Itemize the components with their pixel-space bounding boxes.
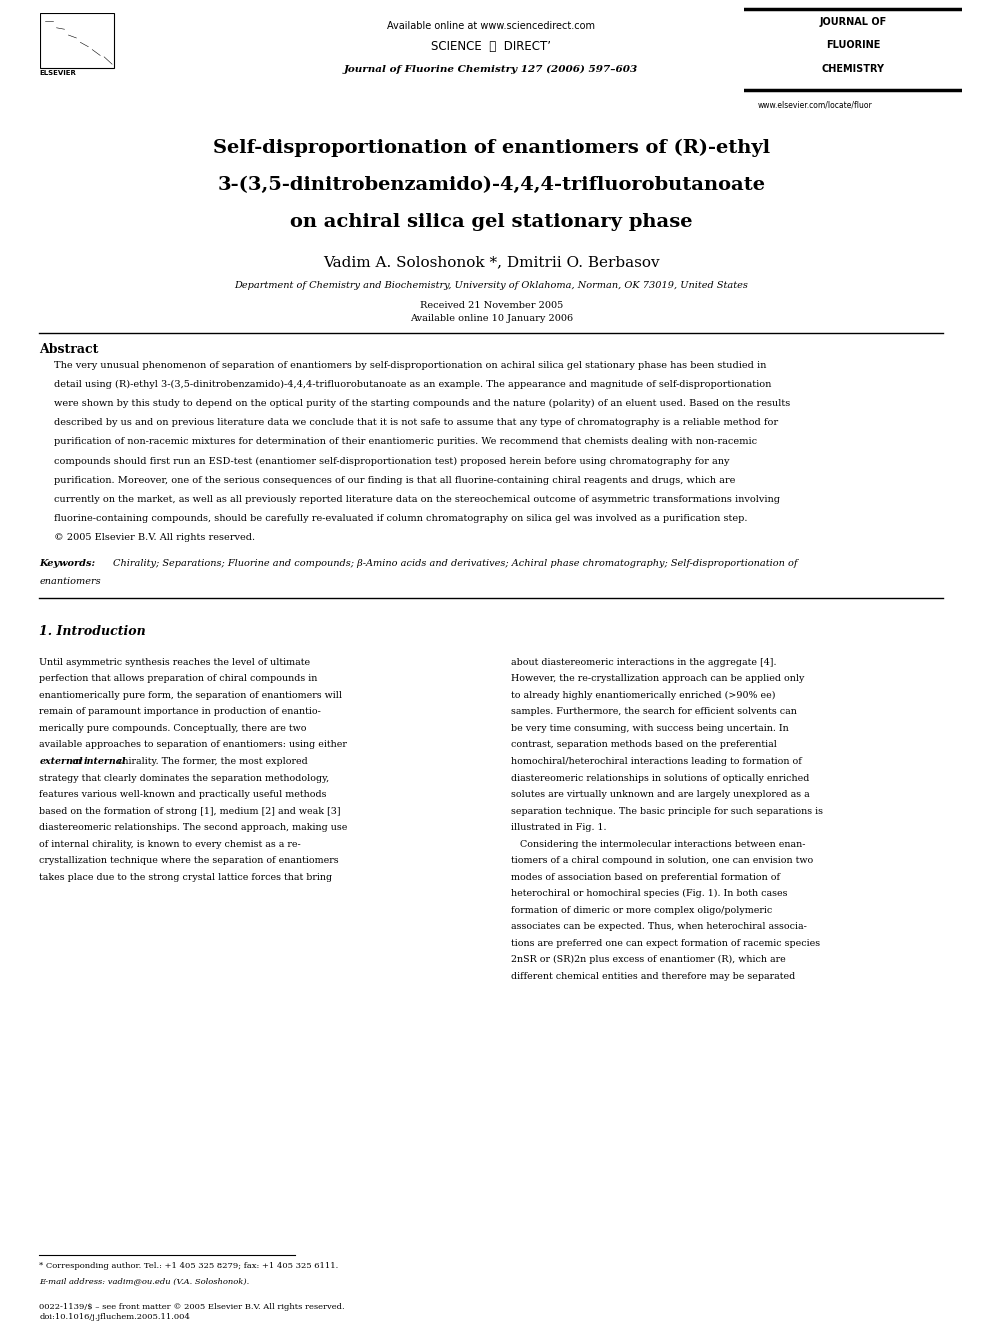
Text: based on the formation of strong [1], medium [2] and weak [3]: based on the formation of strong [1], me… [40, 807, 341, 815]
Text: illustrated in Fig. 1.: illustrated in Fig. 1. [511, 823, 606, 832]
Text: about diastereomeric interactions in the aggregate [4].: about diastereomeric interactions in the… [511, 658, 777, 667]
Text: purification of non-racemic mixtures for determination of their enantiomeric pur: purification of non-racemic mixtures for… [54, 438, 757, 446]
Text: to already highly enantiomerically enriched (>90% ee): to already highly enantiomerically enric… [511, 691, 776, 700]
Text: 1. Introduction: 1. Introduction [40, 624, 146, 638]
Text: modes of association based on preferential formation of: modes of association based on preferenti… [511, 873, 780, 881]
Text: Self-disproportionation of enantiomers of (R)-ethyl: Self-disproportionation of enantiomers o… [212, 139, 770, 157]
Text: 0022-1139/$ – see front matter © 2005 Elsevier B.V. All rights reserved.: 0022-1139/$ – see front matter © 2005 El… [40, 1303, 345, 1311]
Text: crystallization technique where the separation of enantiomers: crystallization technique where the sepa… [40, 856, 339, 865]
Text: © 2005 Elsevier B.V. All rights reserved.: © 2005 Elsevier B.V. All rights reserved… [54, 533, 255, 542]
Text: ELSEVIER: ELSEVIER [40, 70, 76, 77]
Text: described by us and on previous literature data we conclude that it is not safe : described by us and on previous literatu… [54, 418, 778, 427]
Text: Journal of Fluorine Chemistry 127 (2006) 597–603: Journal of Fluorine Chemistry 127 (2006)… [344, 65, 638, 74]
Text: associates can be expected. Thus, when heterochiral associa-: associates can be expected. Thus, when h… [511, 922, 806, 931]
Text: currently on the market, as well as all previously reported literature data on t: currently on the market, as well as all … [54, 495, 780, 504]
Text: formation of dimeric or more complex oligo/polymeric: formation of dimeric or more complex oli… [511, 906, 772, 914]
Text: external: external [40, 757, 83, 766]
Text: were shown by this study to depend on the optical purity of the starting compoun: were shown by this study to depend on th… [54, 400, 791, 407]
Text: CHEMISTRY: CHEMISTRY [821, 64, 885, 74]
Text: internal: internal [83, 757, 126, 766]
Text: Chirality; Separations; Fluorine and compounds; β-Amino acids and derivatives; A: Chirality; Separations; Fluorine and com… [113, 558, 798, 568]
Text: 2nSR or (SR)2n plus excess of enantiomer (R), which are: 2nSR or (SR)2n plus excess of enantiomer… [511, 955, 786, 964]
Text: merically pure compounds. Conceptually, there are two: merically pure compounds. Conceptually, … [40, 724, 307, 733]
Text: solutes are virtually unknown and are largely unexplored as a: solutes are virtually unknown and are la… [511, 790, 809, 799]
Text: available approaches to separation of enantiomers: using either: available approaches to separation of en… [40, 741, 347, 750]
Text: on achiral silica gel stationary phase: on achiral silica gel stationary phase [290, 213, 692, 230]
Text: doi:10.1016/j.jfluchem.2005.11.004: doi:10.1016/j.jfluchem.2005.11.004 [40, 1314, 190, 1322]
Text: Department of Chemistry and Biochemistry, University of Oklahoma, Norman, OK 730: Department of Chemistry and Biochemistry… [234, 282, 748, 290]
Text: tions are preferred one can expect formation of racemic species: tions are preferred one can expect forma… [511, 938, 820, 947]
Text: compounds should first run an ESD-test (enantiomer self-disproportionation test): compounds should first run an ESD-test (… [54, 456, 729, 466]
Text: The very unusual phenomenon of separation of enantiomers by self-disproportionat: The very unusual phenomenon of separatio… [54, 361, 767, 369]
Text: JOURNAL OF: JOURNAL OF [819, 17, 887, 26]
Text: different chemical entities and therefore may be separated: different chemical entities and therefor… [511, 971, 795, 980]
Text: contrast, separation methods based on the preferential: contrast, separation methods based on th… [511, 741, 777, 750]
Text: detail using (R)-ethyl 3-(3,5-dinitrobenzamido)-4,4,4-trifluorobutanoate as an e: detail using (R)-ethyl 3-(3,5-dinitroben… [54, 380, 772, 389]
Text: of internal chirality, is known to every chemist as a re-: of internal chirality, is known to every… [40, 840, 301, 848]
Text: diastereomeric relationships in solutions of optically enriched: diastereomeric relationships in solution… [511, 774, 809, 782]
Text: separation technique. The basic principle for such separations is: separation technique. The basic principl… [511, 807, 822, 815]
Text: Until asymmetric synthesis reaches the level of ultimate: Until asymmetric synthesis reaches the l… [40, 658, 310, 667]
Text: Vadim A. Soloshonok *, Dmitrii O. Berbasov: Vadim A. Soloshonok *, Dmitrii O. Berbas… [322, 255, 660, 269]
Text: Keywords:: Keywords: [40, 558, 95, 568]
Text: Available online 10 January 2006: Available online 10 January 2006 [410, 315, 572, 323]
Text: fluorine-containing compounds, should be carefully re-evaluated if column chroma: fluorine-containing compounds, should be… [54, 513, 748, 523]
Text: Considering the intermolecular interactions between enan-: Considering the intermolecular interacti… [511, 840, 806, 848]
Text: www.elsevier.com/locate/fluor: www.elsevier.com/locate/fluor [758, 101, 873, 110]
Text: Abstract: Abstract [40, 344, 98, 356]
Text: E-mail address: vadim@ou.edu (V.A. Soloshonok).: E-mail address: vadim@ou.edu (V.A. Solos… [40, 1278, 250, 1286]
Text: remain of paramount importance in production of enantio-: remain of paramount importance in produc… [40, 708, 321, 717]
Text: enantiomerically pure form, the separation of enantiomers will: enantiomerically pure form, the separati… [40, 691, 342, 700]
Text: perfection that allows preparation of chiral compounds in: perfection that allows preparation of ch… [40, 675, 317, 684]
Text: strategy that clearly dominates the separation methodology,: strategy that clearly dominates the sepa… [40, 774, 329, 782]
Text: FLUORINE: FLUORINE [826, 40, 880, 50]
Text: chirality. The former, the most explored: chirality. The former, the most explored [113, 757, 308, 766]
Text: enantiomers: enantiomers [40, 577, 101, 586]
Text: Received 21 November 2005: Received 21 November 2005 [420, 302, 562, 310]
Text: samples. Furthermore, the search for efficient solvents can: samples. Furthermore, the search for eff… [511, 708, 797, 717]
Text: takes place due to the strong crystal lattice forces that bring: takes place due to the strong crystal la… [40, 873, 332, 881]
Text: tiomers of a chiral compound in solution, one can envision two: tiomers of a chiral compound in solution… [511, 856, 813, 865]
Text: or: or [69, 757, 85, 766]
Text: homochiral/heterochiral interactions leading to formation of: homochiral/heterochiral interactions lea… [511, 757, 802, 766]
Text: heterochiral or homochiral species (Fig. 1). In both cases: heterochiral or homochiral species (Fig.… [511, 889, 788, 898]
Text: SCIENCE  ⓓ  DIRECT’: SCIENCE ⓓ DIRECT’ [432, 40, 552, 53]
Bar [40, 13, 114, 67]
Text: 3-(3,5-dinitrobenzamido)-4,4,4-trifluorobutanoate: 3-(3,5-dinitrobenzamido)-4,4,4-trifluoro… [217, 176, 765, 193]
Text: However, the re-crystallization approach can be applied only: However, the re-crystallization approach… [511, 675, 805, 684]
Text: * Corresponding author. Tel.: +1 405 325 8279; fax: +1 405 325 6111.: * Corresponding author. Tel.: +1 405 325… [40, 1262, 338, 1270]
Text: Available online at www.sciencedirect.com: Available online at www.sciencedirect.co… [387, 21, 595, 32]
Text: diastereomeric relationships. The second approach, making use: diastereomeric relationships. The second… [40, 823, 347, 832]
Text: purification. Moreover, one of the serious consequences of our finding is that a: purification. Moreover, one of the serio… [54, 475, 735, 484]
Text: be very time consuming, with success being uncertain. In: be very time consuming, with success bei… [511, 724, 789, 733]
Text: features various well-known and practically useful methods: features various well-known and practica… [40, 790, 326, 799]
